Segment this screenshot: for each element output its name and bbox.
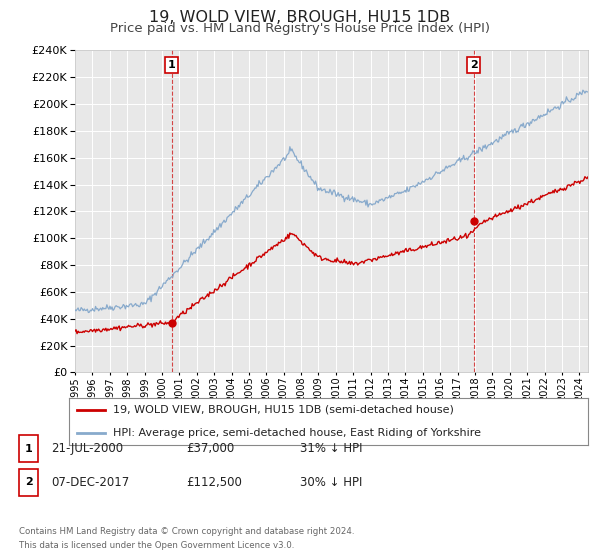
Text: 2: 2: [25, 477, 32, 487]
Text: 2: 2: [470, 60, 478, 70]
Text: HPI: Average price, semi-detached house, East Riding of Yorkshire: HPI: Average price, semi-detached house,…: [113, 428, 481, 438]
Text: 30% ↓ HPI: 30% ↓ HPI: [300, 475, 362, 489]
Text: Contains HM Land Registry data © Crown copyright and database right 2024.: Contains HM Land Registry data © Crown c…: [19, 528, 355, 536]
Text: 1: 1: [167, 60, 175, 70]
Text: 19, WOLD VIEW, BROUGH, HU15 1DB: 19, WOLD VIEW, BROUGH, HU15 1DB: [149, 10, 451, 25]
Text: £112,500: £112,500: [186, 475, 242, 489]
Text: 19, WOLD VIEW, BROUGH, HU15 1DB (semi-detached house): 19, WOLD VIEW, BROUGH, HU15 1DB (semi-de…: [113, 404, 454, 414]
Text: Price paid vs. HM Land Registry's House Price Index (HPI): Price paid vs. HM Land Registry's House …: [110, 22, 490, 35]
Text: 1: 1: [25, 444, 32, 454]
Text: This data is licensed under the Open Government Licence v3.0.: This data is licensed under the Open Gov…: [19, 541, 295, 550]
Text: 21-JUL-2000: 21-JUL-2000: [51, 442, 123, 455]
Text: 07-DEC-2017: 07-DEC-2017: [51, 475, 129, 489]
Text: £37,000: £37,000: [186, 442, 234, 455]
Text: 31% ↓ HPI: 31% ↓ HPI: [300, 442, 362, 455]
